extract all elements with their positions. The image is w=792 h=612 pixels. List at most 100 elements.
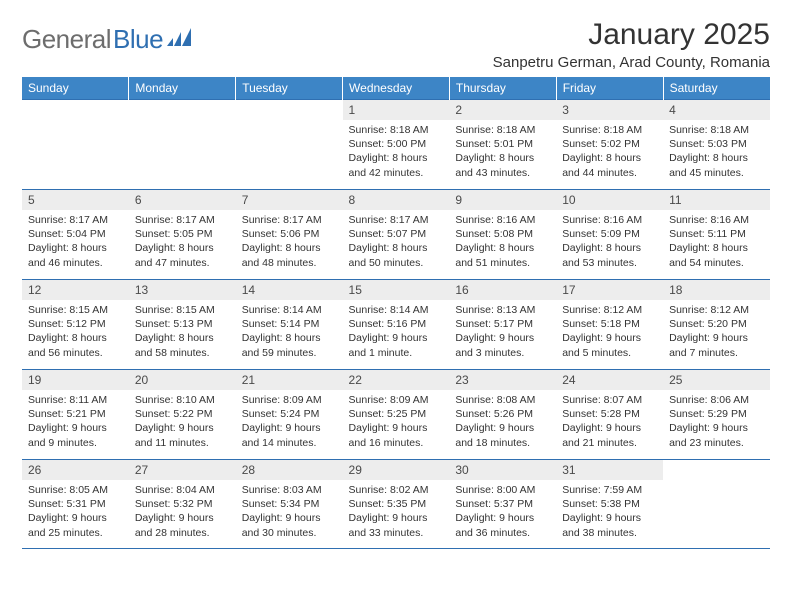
day-line: Sunset: 5:12 PM: [28, 317, 123, 331]
day-cell: 2Sunrise: 8:18 AMSunset: 5:01 PMDaylight…: [449, 100, 556, 190]
weekday-header: Tuesday: [236, 77, 343, 100]
day-number: 30: [449, 460, 556, 480]
day-cell: 24Sunrise: 8:07 AMSunset: 5:28 PMDayligh…: [556, 370, 663, 460]
day-cell: 7Sunrise: 8:17 AMSunset: 5:06 PMDaylight…: [236, 190, 343, 280]
day-number: 29: [343, 460, 450, 480]
day-data: Sunrise: 8:17 AMSunset: 5:04 PMDaylight:…: [22, 210, 129, 274]
day-line: Sunset: 5:11 PM: [669, 227, 764, 241]
day-data: Sunrise: 8:17 AMSunset: 5:07 PMDaylight:…: [343, 210, 450, 274]
day-line: and 46 minutes.: [28, 256, 123, 270]
day-data: Sunrise: 8:15 AMSunset: 5:12 PMDaylight:…: [22, 300, 129, 364]
day-line: Sunset: 5:35 PM: [349, 497, 444, 511]
day-line: Daylight: 9 hours: [455, 421, 550, 435]
day-line: Daylight: 9 hours: [349, 511, 444, 525]
day-cell: 17Sunrise: 8:12 AMSunset: 5:18 PMDayligh…: [556, 280, 663, 370]
day-line: and 11 minutes.: [135, 436, 230, 450]
day-number: 1: [343, 100, 450, 120]
day-cell: 10Sunrise: 8:16 AMSunset: 5:09 PMDayligh…: [556, 190, 663, 280]
day-data: Sunrise: 8:13 AMSunset: 5:17 PMDaylight:…: [449, 300, 556, 364]
day-data: [663, 466, 770, 473]
day-cell: 28Sunrise: 8:03 AMSunset: 5:34 PMDayligh…: [236, 460, 343, 548]
day-number: 18: [663, 280, 770, 300]
day-cell: 30Sunrise: 8:00 AMSunset: 5:37 PMDayligh…: [449, 460, 556, 548]
day-line: Sunrise: 8:18 AM: [562, 123, 657, 137]
day-line: Sunrise: 8:13 AM: [455, 303, 550, 317]
day-data: Sunrise: 8:16 AMSunset: 5:08 PMDaylight:…: [449, 210, 556, 274]
day-line: and 5 minutes.: [562, 346, 657, 360]
day-line: Daylight: 9 hours: [669, 421, 764, 435]
day-cell: 13Sunrise: 8:15 AMSunset: 5:13 PMDayligh…: [129, 280, 236, 370]
day-data: Sunrise: 8:18 AMSunset: 5:00 PMDaylight:…: [343, 120, 450, 184]
day-number: 6: [129, 190, 236, 210]
day-line: Daylight: 9 hours: [242, 511, 337, 525]
day-data: Sunrise: 8:06 AMSunset: 5:29 PMDaylight:…: [663, 390, 770, 454]
day-line: Sunrise: 8:10 AM: [135, 393, 230, 407]
day-data: Sunrise: 8:09 AMSunset: 5:24 PMDaylight:…: [236, 390, 343, 454]
day-data: Sunrise: 7:59 AMSunset: 5:38 PMDaylight:…: [556, 480, 663, 544]
day-line: Sunset: 5:28 PM: [562, 407, 657, 421]
day-line: Daylight: 8 hours: [669, 241, 764, 255]
day-number: 8: [343, 190, 450, 210]
day-line: Sunrise: 8:17 AM: [242, 213, 337, 227]
day-cell: 23Sunrise: 8:08 AMSunset: 5:26 PMDayligh…: [449, 370, 556, 460]
day-line: Sunset: 5:37 PM: [455, 497, 550, 511]
day-cell: 14Sunrise: 8:14 AMSunset: 5:14 PMDayligh…: [236, 280, 343, 370]
day-line: Sunrise: 8:09 AM: [242, 393, 337, 407]
day-number: 19: [22, 370, 129, 390]
day-line: Sunrise: 8:15 AM: [28, 303, 123, 317]
weekday-header: Sunday: [22, 77, 129, 100]
day-cell: 4Sunrise: 8:18 AMSunset: 5:03 PMDaylight…: [663, 100, 770, 190]
day-data: Sunrise: 8:07 AMSunset: 5:28 PMDaylight:…: [556, 390, 663, 454]
day-data: Sunrise: 8:17 AMSunset: 5:06 PMDaylight:…: [236, 210, 343, 274]
day-cell: 20Sunrise: 8:10 AMSunset: 5:22 PMDayligh…: [129, 370, 236, 460]
day-line: Sunset: 5:14 PM: [242, 317, 337, 331]
day-line: Daylight: 9 hours: [562, 421, 657, 435]
day-line: Daylight: 9 hours: [562, 331, 657, 345]
day-number: 9: [449, 190, 556, 210]
day-line: and 51 minutes.: [455, 256, 550, 270]
day-cell: [663, 460, 770, 548]
day-line: and 14 minutes.: [242, 436, 337, 450]
day-cell: 21Sunrise: 8:09 AMSunset: 5:24 PMDayligh…: [236, 370, 343, 460]
title-block: January 2025 Sanpetru German, Arad Count…: [493, 18, 770, 71]
day-line: and 1 minute.: [349, 346, 444, 360]
day-line: Daylight: 9 hours: [669, 331, 764, 345]
day-number: 7: [236, 190, 343, 210]
day-line: Daylight: 9 hours: [135, 421, 230, 435]
day-line: Daylight: 8 hours: [28, 241, 123, 255]
day-cell: 26Sunrise: 8:05 AMSunset: 5:31 PMDayligh…: [22, 460, 129, 548]
day-line: Sunrise: 8:12 AM: [669, 303, 764, 317]
day-line: and 59 minutes.: [242, 346, 337, 360]
weekday-header: Saturday: [663, 77, 770, 100]
location-text: Sanpetru German, Arad County, Romania: [493, 54, 770, 71]
day-data: Sunrise: 8:14 AMSunset: 5:16 PMDaylight:…: [343, 300, 450, 364]
weekday-header: Monday: [129, 77, 236, 100]
day-cell: 16Sunrise: 8:13 AMSunset: 5:17 PMDayligh…: [449, 280, 556, 370]
day-line: Daylight: 8 hours: [562, 241, 657, 255]
day-line: and 45 minutes.: [669, 166, 764, 180]
day-cell: [236, 100, 343, 190]
day-data: Sunrise: 8:12 AMSunset: 5:20 PMDaylight:…: [663, 300, 770, 364]
brand-word2: Blue: [113, 24, 163, 55]
day-line: Sunset: 5:06 PM: [242, 227, 337, 241]
day-line: and 38 minutes.: [562, 526, 657, 540]
brand-word1: General: [22, 24, 111, 55]
day-data: Sunrise: 8:18 AMSunset: 5:02 PMDaylight:…: [556, 120, 663, 184]
day-line: Sunrise: 8:15 AM: [135, 303, 230, 317]
day-number: 31: [556, 460, 663, 480]
day-line: Daylight: 9 hours: [28, 511, 123, 525]
day-line: Daylight: 8 hours: [242, 331, 337, 345]
day-data: [236, 106, 343, 113]
day-cell: 1Sunrise: 8:18 AMSunset: 5:00 PMDaylight…: [343, 100, 450, 190]
day-line: Daylight: 9 hours: [349, 331, 444, 345]
day-number: 15: [343, 280, 450, 300]
day-line: Sunset: 5:04 PM: [28, 227, 123, 241]
day-line: Daylight: 8 hours: [455, 241, 550, 255]
week-row: 12Sunrise: 8:15 AMSunset: 5:12 PMDayligh…: [22, 280, 770, 370]
day-data: Sunrise: 8:02 AMSunset: 5:35 PMDaylight:…: [343, 480, 450, 544]
day-line: Daylight: 8 hours: [669, 151, 764, 165]
day-line: Sunset: 5:03 PM: [669, 137, 764, 151]
day-data: Sunrise: 8:16 AMSunset: 5:11 PMDaylight:…: [663, 210, 770, 274]
day-line: and 23 minutes.: [669, 436, 764, 450]
day-line: Sunrise: 8:17 AM: [349, 213, 444, 227]
